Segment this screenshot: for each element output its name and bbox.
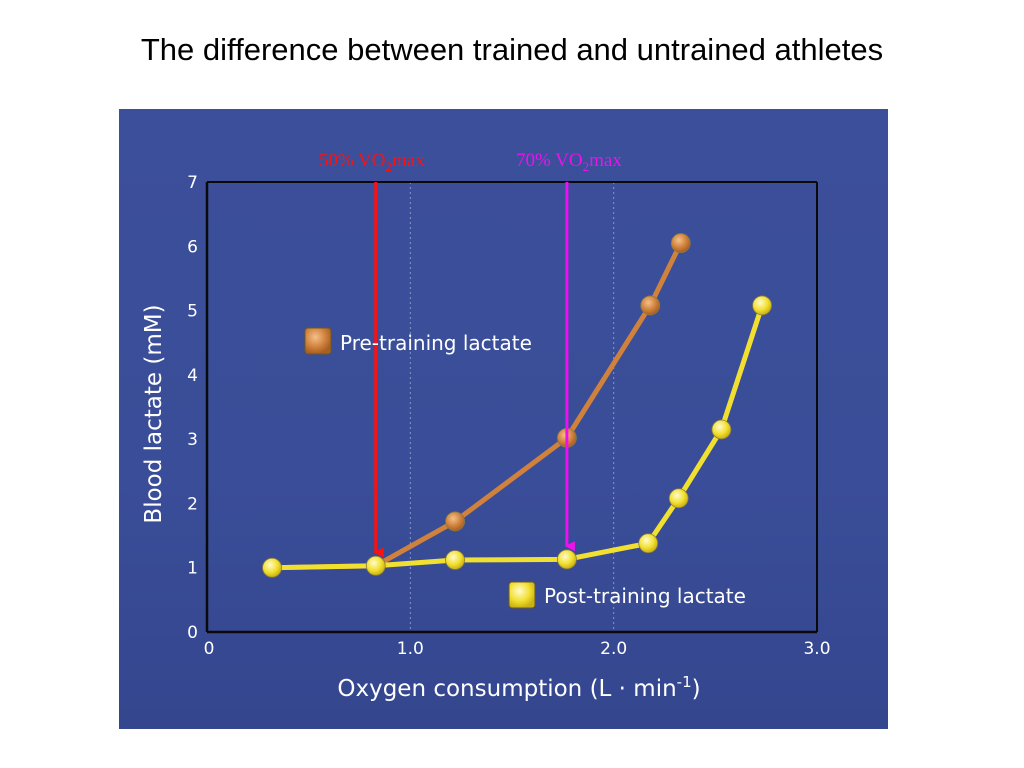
axes <box>205 181 818 634</box>
x-tick-label: 2.0 <box>600 639 627 659</box>
data-point <box>638 533 659 554</box>
data-point <box>670 233 691 253</box>
legend: Pre-training lactate Post-training lactat… <box>304 327 746 609</box>
grid-lines <box>409 182 615 632</box>
data-point <box>262 557 282 578</box>
y-tick-label: 1 <box>187 559 198 579</box>
legend-swatch <box>304 327 332 355</box>
y-tick-label: 2 <box>187 494 198 514</box>
series-post-training <box>262 295 772 578</box>
x-tick-label: 3.0 <box>803 639 830 659</box>
legend-label: Post-training lactate <box>544 584 746 608</box>
annotation-label: 70% VO2max <box>516 150 622 174</box>
data-point <box>365 555 386 576</box>
tick-labels: 0 1 2 3 4 5 6 7 0 1.0 2.0 3.0 <box>187 173 830 659</box>
legend-item-pre-training: Pre-training lactate <box>304 327 532 355</box>
y-tick-label: 7 <box>187 173 198 193</box>
x-axis-title: Oxygen consumption (L · min-1) <box>337 673 700 702</box>
y-tick-label: 0 <box>187 623 198 643</box>
legend-item-post-training: Post-training lactate <box>508 581 746 609</box>
chart-panel: 0 1 2 3 4 5 6 7 0 1.0 2.0 3.0 50% VO2max 70% VO2max … <box>119 109 888 729</box>
data-point <box>752 295 772 316</box>
series <box>262 233 772 578</box>
x-axis-title-main: Oxygen consumption (L · min <box>337 676 676 702</box>
x-tick-label: 1.0 <box>397 639 424 659</box>
data-point <box>556 549 577 570</box>
data-point <box>445 550 465 570</box>
annotation-70-vo2max: 70% VO2max <box>516 150 622 552</box>
annotations: 50% VO2max 70% VO2max <box>319 150 622 558</box>
legend-swatch <box>508 581 536 609</box>
x-axis-title-end: ) <box>692 676 701 702</box>
x-axis-title-sup: -1 <box>677 673 692 691</box>
y-tick-label: 6 <box>187 237 198 257</box>
data-point <box>640 295 661 316</box>
y-axis-title: Blood lactate (mM) <box>141 304 167 523</box>
legend-label: Pre-training lactate <box>340 331 532 355</box>
y-tick-label: 3 <box>187 430 198 450</box>
annotation-50-vo2max: 50% VO2max <box>319 150 425 558</box>
y-tick-label: 4 <box>187 366 198 386</box>
x-tick-label: 0 <box>204 639 215 659</box>
data-point <box>711 419 732 440</box>
annotation-label: 50% VO2max <box>319 150 425 174</box>
series-line <box>272 304 765 571</box>
series-pre-training <box>262 233 691 578</box>
slide-title: The difference between trained and untra… <box>140 32 884 67</box>
y-tick-label: 5 <box>187 302 198 322</box>
series-line <box>272 241 684 571</box>
data-point <box>445 511 465 532</box>
data-point <box>668 488 689 509</box>
